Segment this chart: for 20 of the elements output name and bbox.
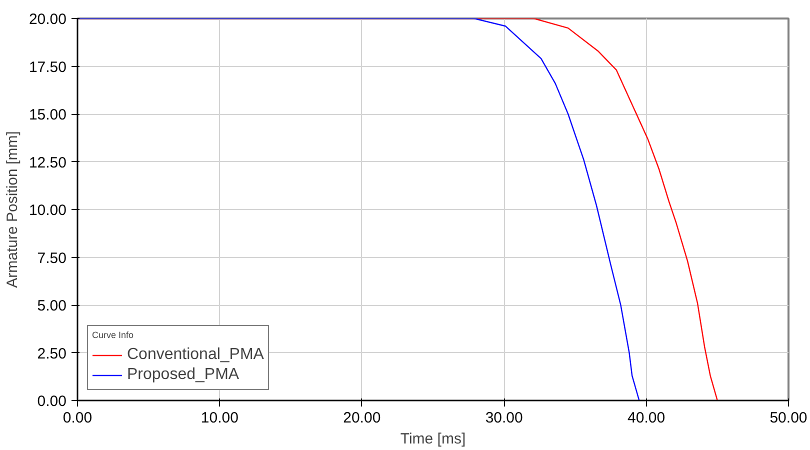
y-tick-label: 17.50	[28, 58, 67, 76]
legend-title: Curve Info	[92, 330, 135, 340]
y-tick-label: 5.00	[37, 298, 67, 314]
legend-label: Proposed_PMA	[127, 366, 240, 384]
x-axis-title: Time [ms]	[400, 430, 466, 448]
x-tick-label: 20.00	[343, 410, 381, 426]
x-tick-label: 40.00	[628, 410, 666, 426]
y-tick-label: 15.00	[28, 106, 67, 124]
y-tick-label: 20.00	[28, 11, 67, 28]
legend-label: Conventional_PMA	[127, 346, 264, 364]
y-tick-label: 12.50	[28, 154, 67, 172]
y-tick-label: 2.50	[37, 345, 67, 362]
y-tick-label: 10.00	[28, 202, 67, 219]
y-tick-label: 0.00	[37, 393, 67, 410]
x-tick-label: 10.00	[200, 410, 238, 426]
y-axis-title: Armature Position [mm]	[4, 131, 21, 288]
x-tick-label: 30.00	[485, 410, 523, 426]
x-tick-label: 0.00	[62, 410, 92, 426]
y-tick-label: 7.50	[37, 250, 67, 267]
x-tick-label: 50.00	[770, 410, 808, 426]
